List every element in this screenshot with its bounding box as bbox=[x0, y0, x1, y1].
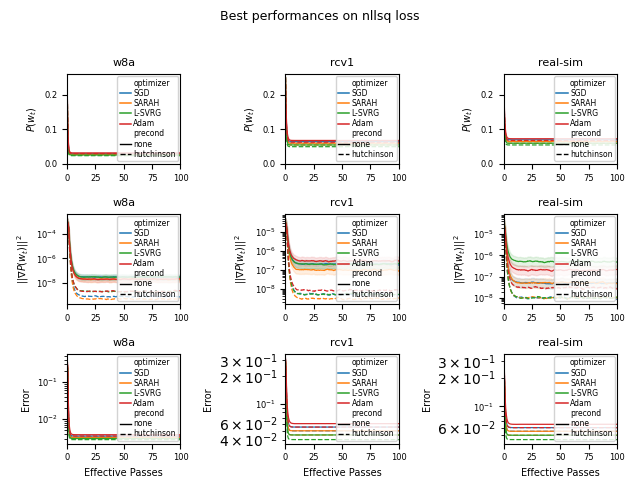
Legend: optimizer, SGD, SARAH, L-SVRG, Adam, precond, none, hutchinson: optimizer, SGD, SARAH, L-SVRG, Adam, pre… bbox=[336, 356, 397, 441]
Y-axis label: $||\nabla P(w_t)||^2$: $||\nabla P(w_t)||^2$ bbox=[452, 234, 468, 284]
Text: Best performances on nllsq loss: Best performances on nllsq loss bbox=[220, 10, 420, 23]
Y-axis label: $P(w_t)$: $P(w_t)$ bbox=[243, 106, 257, 132]
Legend: optimizer, SGD, SARAH, L-SVRG, Adam, precond, none, hutchinson: optimizer, SGD, SARAH, L-SVRG, Adam, pre… bbox=[117, 356, 178, 441]
Y-axis label: Error: Error bbox=[21, 387, 31, 411]
Title: real-sim: real-sim bbox=[538, 198, 583, 208]
Y-axis label: $||\nabla P(w_t)||^2$: $||\nabla P(w_t)||^2$ bbox=[15, 234, 31, 284]
X-axis label: Effective Passes: Effective Passes bbox=[303, 468, 381, 478]
Title: rcv1: rcv1 bbox=[330, 198, 354, 208]
Title: w8a: w8a bbox=[112, 198, 136, 208]
Legend: optimizer, SGD, SARAH, L-SVRG, Adam, precond, none, hutchinson: optimizer, SGD, SARAH, L-SVRG, Adam, pre… bbox=[554, 76, 615, 161]
Legend: optimizer, SGD, SARAH, L-SVRG, Adam, precond, none, hutchinson: optimizer, SGD, SARAH, L-SVRG, Adam, pre… bbox=[336, 216, 397, 301]
Title: w8a: w8a bbox=[112, 58, 136, 68]
X-axis label: Effective Passes: Effective Passes bbox=[84, 468, 163, 478]
Y-axis label: $||\nabla P(w_t)||^2$: $||\nabla P(w_t)||^2$ bbox=[234, 234, 249, 284]
Legend: optimizer, SGD, SARAH, L-SVRG, Adam, precond, none, hutchinson: optimizer, SGD, SARAH, L-SVRG, Adam, pre… bbox=[117, 76, 178, 161]
X-axis label: Effective Passes: Effective Passes bbox=[521, 468, 600, 478]
Y-axis label: Error: Error bbox=[422, 387, 432, 411]
Title: rcv1: rcv1 bbox=[330, 338, 354, 348]
Title: real-sim: real-sim bbox=[538, 338, 583, 348]
Legend: optimizer, SGD, SARAH, L-SVRG, Adam, precond, none, hutchinson: optimizer, SGD, SARAH, L-SVRG, Adam, pre… bbox=[336, 76, 397, 161]
Title: real-sim: real-sim bbox=[538, 58, 583, 68]
Y-axis label: Error: Error bbox=[204, 387, 213, 411]
Title: rcv1: rcv1 bbox=[330, 58, 354, 68]
Title: w8a: w8a bbox=[112, 338, 136, 348]
Legend: optimizer, SGD, SARAH, L-SVRG, Adam, precond, none, hutchinson: optimizer, SGD, SARAH, L-SVRG, Adam, pre… bbox=[554, 356, 615, 441]
Y-axis label: $P(w_t)$: $P(w_t)$ bbox=[25, 106, 39, 132]
Legend: optimizer, SGD, SARAH, L-SVRG, Adam, precond, none, hutchinson: optimizer, SGD, SARAH, L-SVRG, Adam, pre… bbox=[554, 216, 615, 301]
Legend: optimizer, SGD, SARAH, L-SVRG, Adam, precond, none, hutchinson: optimizer, SGD, SARAH, L-SVRG, Adam, pre… bbox=[117, 216, 178, 301]
Y-axis label: $P(w_t)$: $P(w_t)$ bbox=[462, 106, 476, 132]
